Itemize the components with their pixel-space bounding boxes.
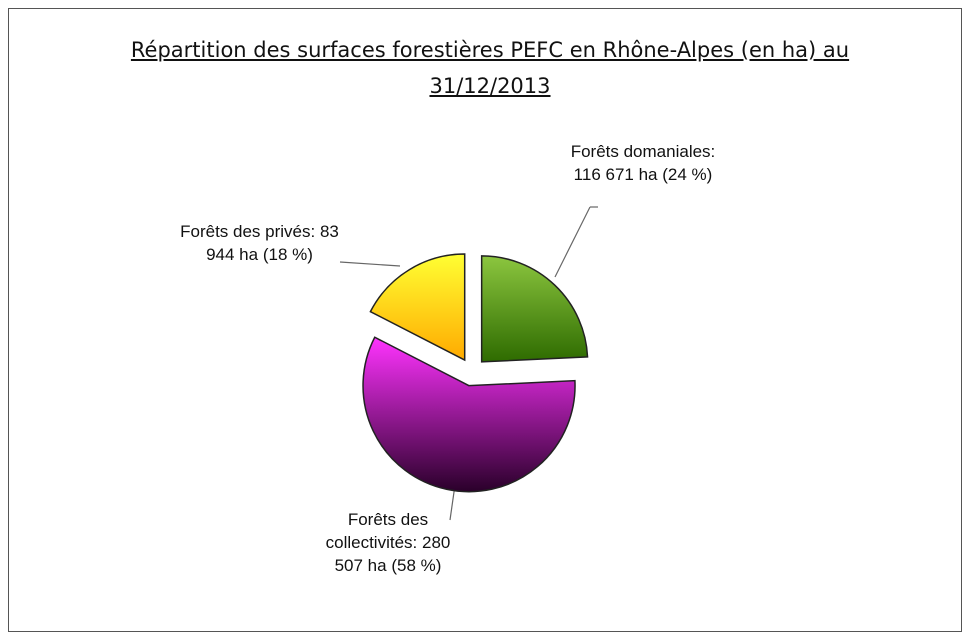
slice-label: Forêts des privés: 83 944 ha (18 %) xyxy=(172,220,347,266)
pie-slice xyxy=(369,253,466,362)
leader-line xyxy=(339,261,401,267)
percent-label: (18 %) xyxy=(262,245,313,264)
pie-slice xyxy=(480,255,589,363)
value-label: 116 671 ha xyxy=(573,165,658,184)
slice-label: Forêts domaniales: 116 671 ha (24 %) xyxy=(568,140,718,186)
percent-label: (24 %) xyxy=(662,165,713,184)
category-label: Forêts des privés: xyxy=(180,222,316,241)
category-label: Forêts des collectivités: xyxy=(325,510,429,552)
leader-line xyxy=(554,206,591,278)
pie-slice xyxy=(362,336,576,493)
category-label: Forêts domaniales: xyxy=(570,142,716,161)
slice-label: Forêts des collectivités: 280 507 ha (58… xyxy=(318,508,458,577)
percent-label: (58 %) xyxy=(391,556,442,575)
value-label: 280 507 ha xyxy=(334,533,451,575)
value-label: 83 944 ha xyxy=(206,222,339,264)
chart-title: Répartition des surfaces forestières PEF… xyxy=(130,38,850,98)
frame xyxy=(8,8,962,632)
